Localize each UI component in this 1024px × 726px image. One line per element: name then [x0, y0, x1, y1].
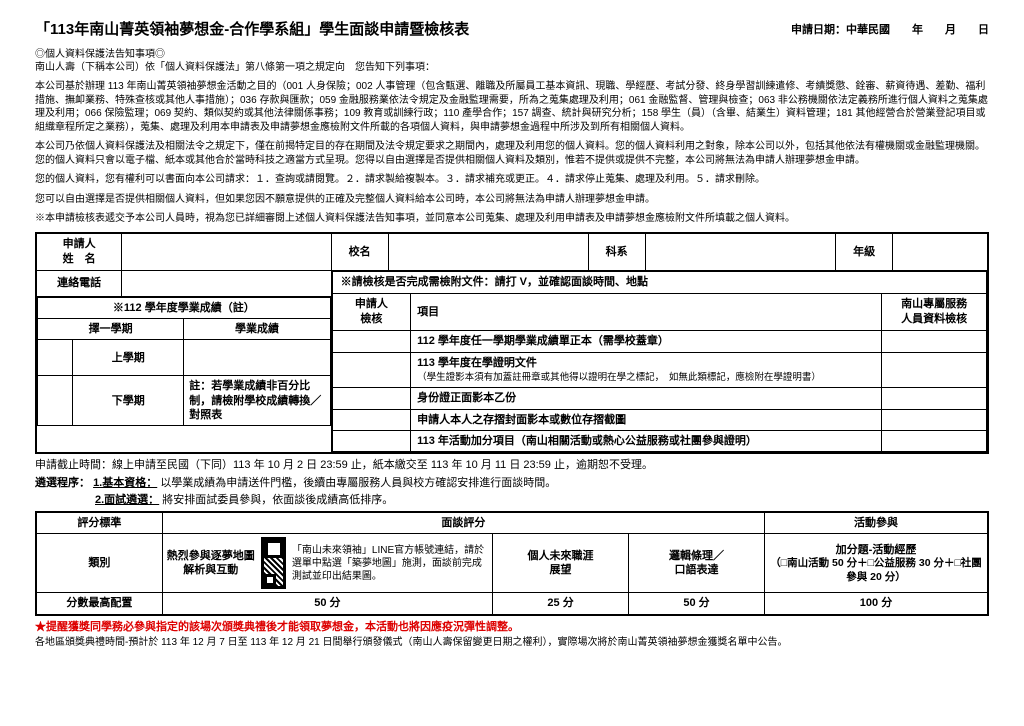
scoring-category-label: 類別: [36, 534, 162, 593]
scoring-table: 評分標準 面談評分 活動參與 類別 熱烈參與逐夢地圖 解析與互動 「南山未來領袖…: [35, 511, 989, 616]
sem1-radio[interactable]: [38, 340, 73, 376]
scoring-max-label: 分數最高配置: [36, 593, 162, 615]
col-items: 項目: [411, 293, 882, 331]
label-school: 校名: [331, 233, 388, 271]
footer-text: 各地區頒獎典禮時間-預計於 113 年 12 月 7 日至 113 年 12 月…: [35, 636, 989, 649]
check4-staff[interactable]: [882, 409, 987, 430]
item2: 113 學年度在學證明文件 （學生證影本須有加蓋註冊章或其他得以證明在學之標記，…: [411, 352, 882, 388]
scoring-cat4: 邏輯條理／ 口語表達: [629, 534, 765, 593]
check3-staff[interactable]: [882, 388, 987, 409]
field-school[interactable]: [388, 233, 588, 271]
page-title: 「113年南山菁英領袖夢想金-合作學系組」學生面談申請暨檢核表: [35, 20, 469, 40]
scoring-cat1: 熱烈參與逐夢地圖 解析與互動: [167, 549, 255, 578]
label-name: 申請人 姓 名: [36, 233, 122, 271]
checklist-table: ※請檢核是否完成需檢附文件：請打 V，並確認面談時間、地點 申請人 檢核 項目 …: [332, 271, 987, 452]
label-dept: 科系: [588, 233, 645, 271]
qr-code-icon: [261, 537, 286, 589]
field-name[interactable]: [122, 233, 331, 271]
label-select-sem: 擇一學期: [38, 319, 184, 340]
notice-body2: 本公司乃依個人資料保護法及相關法令之規定下，僅在前揭特定目的存在期間及法令規定要…: [35, 140, 989, 167]
procedure-line1: 遴選程序： 1.基本資格： 以學業成績為申請送件門檻，後續由專屬服務人員與校方確…: [35, 476, 989, 490]
label-phone: 連絡電話: [36, 271, 122, 297]
scoring-s3: 25 分: [493, 593, 629, 615]
scoring-cat3: 個人未來職涯 展望: [493, 534, 629, 593]
check5-staff[interactable]: [882, 430, 987, 451]
qr-description: 「南山未來領袖」LINE官方帳號連結，請於選單中點選「築夢地圖」施測，面談前完成…: [292, 544, 488, 583]
procedure-line2: 2.面試遴選： 將安排面試委員參與，依面談後成績高低排序。: [35, 493, 989, 507]
item5: 113 年活動加分項目（南山相關活動或熱心公益服務或社團參與證明）: [411, 430, 882, 451]
item1: 112 學年度任一學期學業成績單正本（需學校蓋章）: [411, 331, 882, 352]
label-sem2: 下學期: [73, 376, 184, 426]
label-grade: 年級: [836, 233, 893, 271]
scoring-s1: 50 分: [162, 593, 492, 615]
scoring-s5: 100 分: [765, 593, 988, 615]
checklist-header: ※請檢核是否完成需檢附文件：請打 V，並確認面談時間、地點: [332, 272, 986, 293]
col-staff-check: 南山專屬服務 人員資料檢核: [882, 293, 987, 331]
scoring-s4: 50 分: [629, 593, 765, 615]
deadline-text: 申請截止時間：線上申請至民國（下同）113 年 10 月 2 日 23:59 止…: [35, 458, 989, 472]
scoring-cat5: 加分題-活動經歷 （□南山活動 50 分＋□公益服務 30 分＋□社團參與 20…: [765, 534, 988, 593]
check3-applicant[interactable]: [332, 388, 411, 409]
check1-applicant[interactable]: [332, 331, 411, 352]
label-academic-grade: 學業成績: [184, 319, 330, 340]
scoring-interview: 面談評分: [162, 512, 764, 534]
notice-body4: 您可以自由選擇是否提供相關個人資料，但如果您因不願意提供的正確及完整個人資料給本…: [35, 193, 989, 207]
notice-body5: ※本申請檢核表遞交予本公司人員時，視為您已詳細審閱上述個人資料保護法告知事項，並…: [35, 212, 989, 226]
applicant-form-table: 申請人 姓 名 校名 科系 年級 連絡電話 ※請檢核是否完成需檢附文件：請打 V…: [35, 232, 989, 455]
field-dept[interactable]: [645, 233, 835, 271]
check1-staff[interactable]: [882, 331, 987, 352]
label-sem1: 上學期: [73, 340, 184, 376]
scoring-criteria: 評分標準: [36, 512, 162, 534]
check2-staff[interactable]: [882, 352, 987, 388]
notice-line1: 南山人壽（下稱本公司）依「個人資料保護法」第八條第一項之規定向 您告知下列事項：: [35, 61, 989, 75]
check2-applicant[interactable]: [332, 352, 411, 388]
field-phone[interactable]: [122, 271, 331, 297]
notice-title: ◎個人資料保護法告知事項◎: [35, 48, 989, 61]
item3: 身份證正面影本乙份: [411, 388, 882, 409]
grade-section-header: ※112 學年度學業成績（註）: [38, 297, 331, 318]
field-sem1-grade[interactable]: [184, 340, 330, 376]
sem2-radio[interactable]: [38, 376, 73, 426]
col-applicant-check: 申請人 檢核: [332, 293, 411, 331]
notice-body: 本公司基於辦理 113 年南山菁英領袖夢想金活動之目的（001 人身保險；002…: [35, 80, 989, 134]
check4-applicant[interactable]: [332, 409, 411, 430]
grade-note: 註：若學業成績非百分比制，請檢附學校成績轉換／對照表: [184, 376, 330, 426]
grade-subtable: ※112 學年度學業成績（註） 擇一學期 學業成績 上學期 下學期 註：若學業成…: [37, 297, 331, 426]
notice-body3: 您的個人資料，您有權利可以書面向本公司請求：１．查詢或請閱覽。２．請求製給複製本…: [35, 173, 989, 187]
field-grade[interactable]: [893, 233, 988, 271]
red-star-reminder: ★提醒獲獎同學務必參與指定的該場次頒獎典禮後才能領取夢想金，本活動也將因應疫況彈…: [35, 620, 989, 634]
scoring-activity: 活動參與: [765, 512, 988, 534]
application-date: 申請日期：中華民國 年 月 日: [791, 23, 989, 37]
check5-applicant[interactable]: [332, 430, 411, 451]
item4: 申請人本人之存摺封面影本或數位存摺截圖: [411, 409, 882, 430]
